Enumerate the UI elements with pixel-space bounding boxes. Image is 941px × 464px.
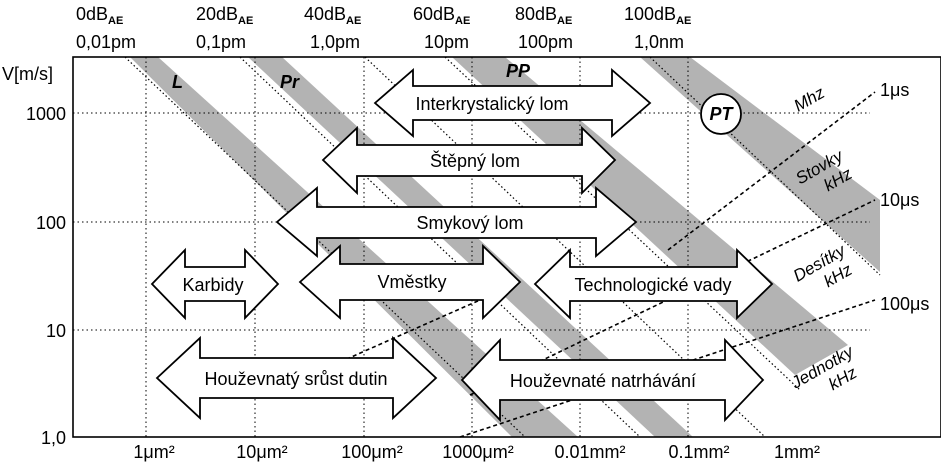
arrow-karbidy: Karbidy [150, 247, 280, 321]
x-tick-1um2: 1μm² [133, 442, 174, 462]
label-interkrystalicky: Interkrystalický lom [415, 94, 568, 114]
band-pt [640, 57, 880, 272]
y-tick-100: 100 [36, 213, 66, 233]
arrow-interkrystalicky: Interkrystalický lom [373, 68, 652, 138]
band-l [130, 57, 578, 437]
arrow-smykovy: Smykový lom [275, 186, 638, 258]
length-label-1: 0,1pm [196, 32, 246, 52]
label-vmestky: Vměstky [377, 272, 446, 292]
band-label-l: L [172, 72, 183, 92]
time-1us: 1μs [880, 80, 909, 100]
label-smykovy: Smykový lom [416, 213, 523, 233]
db-label-100: 100dBAE [624, 4, 691, 27]
x-tick-001mm2: 0.01mm² [554, 442, 625, 462]
arrow-vmestky: Vměstky [298, 243, 522, 321]
y-tick-1000: 1000 [26, 104, 66, 124]
db-label-40: 40dBAE [304, 4, 361, 27]
arrow-stepny: Štěpný lom [321, 125, 617, 196]
length-label-3: 10pm [424, 32, 469, 52]
arrow-houzevnaty-srust: Houževnatý srůst dutin [155, 335, 438, 421]
db-label-80: 80dBAE [515, 4, 572, 27]
arrow-technologicke: Technologické vady [533, 247, 774, 321]
plot-frame [72, 56, 941, 438]
length-label-5: 1,0nm [634, 32, 684, 52]
y-tick-10: 10 [46, 321, 66, 341]
x-tick-1mm2: 1mm² [774, 442, 820, 462]
length-label-4: 100pm [518, 32, 573, 52]
x-tick-1000um2: 1000μm² [442, 442, 513, 462]
band-label-pt: PT [709, 104, 734, 124]
label-karbidy: Karbidy [182, 275, 243, 295]
time-100us: 100μs [880, 294, 929, 314]
band-label-pr: Pr [280, 72, 300, 92]
bands [130, 57, 880, 437]
label-houzevnate-natrhavani: Houževnaté natrhávání [510, 371, 696, 391]
y-axis: V[m/s] 1000 100 10 1,0 [2, 64, 66, 448]
db-label-0: 0dBAE [76, 4, 123, 27]
band-label-pp: PP [506, 61, 531, 81]
arrow-houzevnate-natrhavani: Houževnaté natrhávání [460, 337, 765, 423]
freq-desitky: Desítky kHz [790, 240, 856, 291]
time-10us: 10μs [880, 190, 919, 210]
length-label-2: 1,0pm [310, 32, 360, 52]
x-tick-10um2: 10μm² [236, 442, 287, 462]
mechanism-arrows: Interkrystalický lom Štěpný lom Smykový … [150, 68, 774, 423]
x-tick-01mm2: 0.1mm² [668, 442, 729, 462]
x-axis: 1μm² 10μm² 100μm² 1000μm² 0.01mm² 0.1mm²… [133, 442, 820, 462]
freq-mhz: Mhz [791, 83, 829, 116]
time-labels: 1μs 10μs 100μs [880, 80, 929, 314]
y-axis-title: V[m/s] [2, 64, 53, 84]
label-houzevnaty-srust: Houževnatý srůst dutin [204, 369, 387, 389]
db-label-20: 20dBAE [196, 4, 253, 27]
top-axis: 0dBAE 20dBAE 40dBAE 60dBAE 80dBAE 100dBA… [76, 4, 691, 52]
band-labels: L Pr PP PT [172, 61, 742, 135]
x-tick-100um2: 100μm² [341, 442, 402, 462]
y-tick-1: 1,0 [41, 428, 66, 448]
db-label-60: 60dBAE [413, 4, 470, 27]
length-label-0: 0,01pm [76, 32, 136, 52]
label-stepny: Štěpný lom [430, 150, 520, 171]
band-pt-circle [700, 93, 742, 135]
label-technologicke: Technologické vady [574, 275, 731, 295]
